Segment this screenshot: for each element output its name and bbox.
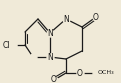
Text: O: O [77,68,83,78]
Text: N: N [63,15,69,23]
Text: O: O [93,13,99,21]
Text: N: N [47,28,53,38]
Text: OCH₃: OCH₃ [98,70,115,76]
Text: Cl: Cl [3,41,10,49]
Text: N: N [47,53,53,62]
Text: O: O [51,76,57,83]
